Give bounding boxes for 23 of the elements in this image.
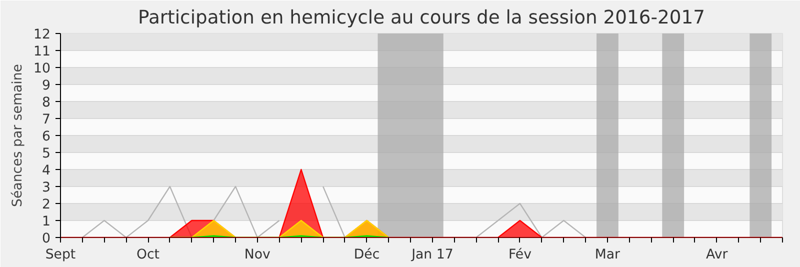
x-tick-label: Fév bbox=[508, 248, 532, 262]
y-tick-label: 8 bbox=[42, 96, 51, 110]
y-tick-label: 6 bbox=[42, 130, 51, 144]
x-tick-label: Jan 17 bbox=[410, 248, 454, 262]
y-tick-label: 4 bbox=[42, 164, 51, 178]
x-tick-label: Avr bbox=[706, 248, 728, 262]
x-tick-label: Mar bbox=[594, 248, 621, 262]
y-tick-label: 3 bbox=[42, 180, 51, 196]
y-axis-title: Séances par semaine bbox=[10, 64, 26, 207]
y-tick-label: 1 bbox=[42, 214, 51, 230]
x-tick-label: Nov bbox=[244, 248, 271, 262]
y-tick-label: 2 bbox=[42, 198, 51, 212]
x-tick-label: Déc bbox=[354, 248, 380, 262]
chart-title: Participation en hemicycle au cours de la session 2016-2017 bbox=[138, 8, 705, 28]
x-tick-label: Oct bbox=[136, 248, 160, 262]
y-tick-label: 5 bbox=[42, 146, 51, 162]
y-tick-label: 9 bbox=[42, 78, 51, 94]
y-tick-label: 11 bbox=[34, 44, 51, 60]
x-tick-label: Sept bbox=[45, 248, 76, 262]
y-tick-label: 0 bbox=[42, 232, 51, 246]
y-tick-label: 10 bbox=[34, 62, 51, 76]
y-tick-label: 12 bbox=[34, 28, 51, 42]
y-tick-label: 7 bbox=[42, 112, 51, 128]
